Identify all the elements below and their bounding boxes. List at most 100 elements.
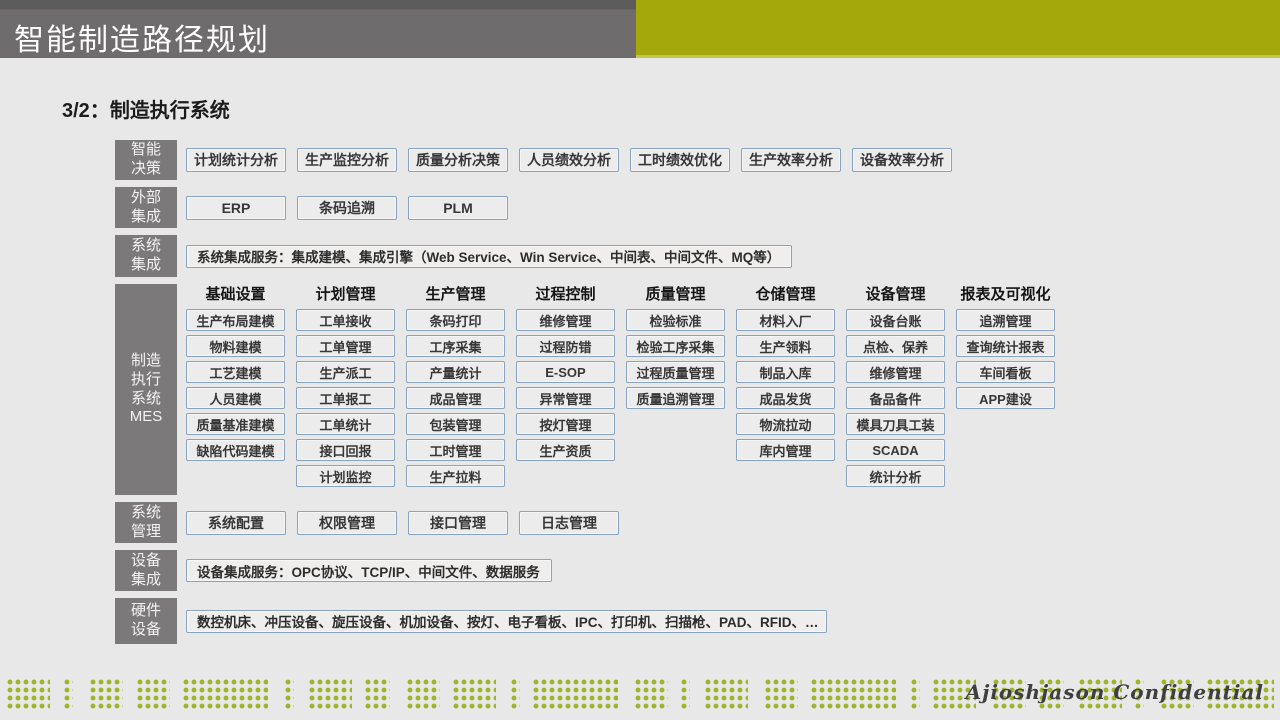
diagram-row-external-integration: 外部 集成 ERP 条码追溯 PLM — [115, 187, 1265, 228]
module-box: 生产领料 — [736, 335, 835, 357]
module-box: 制品入库 — [736, 361, 835, 383]
module-box: 缺陷代码建模 — [186, 439, 285, 461]
dot-cluster — [308, 677, 352, 709]
module-box: 条码打印 — [406, 309, 505, 331]
service-bar-hardware: 数控机床、冲压设备、旋压设备、机加设备、按灯、电子看板、IPC、打印机、扫描枪、… — [186, 609, 827, 633]
dot-cluster — [680, 677, 690, 709]
dot-cluster — [89, 677, 123, 709]
module-box: 备品备件 — [846, 387, 945, 409]
module-box: 生产资质 — [516, 439, 615, 461]
mes-column: 基础设置 生产布局建模 物料建模 工艺建模 人员建模 质量基准建模 缺陷代码建模 — [186, 286, 285, 465]
service-bar-system-integration: 系统集成服务：集成建模、集成引擎（Web Service、Win Service… — [186, 244, 792, 268]
module-box: 库内管理 — [736, 439, 835, 461]
module-box: 查询统计报表 — [956, 335, 1055, 357]
dot-cluster — [932, 677, 976, 709]
row-label-system-integration: 系统 集成 — [115, 235, 177, 277]
mes-column-header: 过程控制 — [535, 286, 596, 303]
module-box: 工序采集 — [406, 335, 505, 357]
module-box: 工单接收 — [296, 309, 395, 331]
dot-cluster — [992, 677, 1026, 709]
module-box: 按灯管理 — [516, 413, 615, 435]
module-box: 模具刀具工装 — [846, 413, 945, 435]
mes-column-header: 仓储管理 — [755, 286, 816, 303]
mes-column-header: 质量管理 — [645, 286, 706, 303]
dot-cluster — [63, 677, 73, 709]
mes-column: 仓储管理 材料入厂 生产领料 制品入库 成品发货 物流拉动 库内管理 — [736, 286, 835, 465]
row-content-hardware: 数控机床、冲压设备、旋压设备、机加设备、按灯、电子看板、IPC、打印机、扫描枪、… — [186, 598, 1265, 644]
dot-cluster — [452, 677, 496, 709]
module-box: 工单管理 — [296, 335, 395, 357]
row-label-external-integration: 外部 集成 — [115, 187, 177, 228]
module-box: 设备台账 — [846, 309, 945, 331]
row-content-external-integration: ERP 条码追溯 PLM — [186, 187, 1265, 228]
module-box: 物料建模 — [186, 335, 285, 357]
module-box: 工艺建模 — [186, 361, 285, 383]
dot-cluster — [1078, 677, 1122, 709]
service-bar-device-integration: 设备集成服务：OPC协议、TCP/IP、中间文件、数据服务 — [186, 559, 552, 582]
row-label-hardware: 硬件 设备 — [115, 598, 177, 644]
module-box: 生产监控分析 — [297, 148, 397, 172]
dot-cluster — [136, 677, 170, 709]
module-box: 检验工序采集 — [626, 335, 725, 357]
dot-cluster — [704, 677, 748, 709]
module-box: 工时管理 — [406, 439, 505, 461]
module-box: 异常管理 — [516, 387, 615, 409]
module-box: 设备效率分析 — [852, 148, 952, 172]
row-content-device-integration: 设备集成服务：OPC协议、TCP/IP、中间文件、数据服务 — [186, 550, 1265, 591]
module-box: 条码追溯 — [297, 195, 397, 220]
module-box: 接口回报 — [296, 439, 395, 461]
module-box: APP建设 — [956, 387, 1055, 409]
dot-cluster — [284, 677, 294, 709]
module-box: 点检、保养 — [846, 335, 945, 357]
row-content-system-integration: 系统集成服务：集成建模、集成引擎（Web Service、Win Service… — [186, 235, 1265, 277]
mes-column-header: 设备管理 — [865, 286, 926, 303]
module-box: 维修管理 — [846, 361, 945, 383]
watermark-text: Ajioshjason Confidential — [965, 680, 1264, 704]
dot-cluster — [510, 677, 520, 709]
module-box: PLM — [408, 195, 508, 220]
row-content-system-management: 系统配置 权限管理 接口管理 日志管理 — [186, 502, 1265, 543]
diagram-row-system-integration: 系统 集成 系统集成服务：集成建模、集成引擎（Web Service、Win Se… — [115, 235, 1265, 277]
dot-cluster — [6, 677, 50, 709]
mes-column: 生产管理 条码打印 工序采集 产量统计 成品管理 包装管理 工时管理 生产拉料 — [406, 286, 505, 491]
diagram-row-mes: 制造 执行 系统 MES 基础设置 生产布局建模 物料建模 工艺建模 人员建模 质量基准建模… — [115, 284, 1265, 495]
module-box: 成品管理 — [406, 387, 505, 409]
dot-cluster — [182, 677, 268, 709]
module-box: 权限管理 — [297, 510, 397, 535]
diagram-row-hardware: 硬件 设备 数控机床、冲压设备、旋压设备、机加设备、按灯、电子看板、IPC、打印机… — [115, 598, 1265, 644]
diagram-rows: 智能 决策 计划统计分析 生产监控分析 质量分析决策 人员绩效分析 工时绩效优化 生产效率分… — [115, 140, 1265, 651]
header-gray-band: 智能制造路径规划 — [0, 0, 636, 58]
mes-column-header: 报表及可视化 — [960, 286, 1051, 303]
module-box: 统计分析 — [846, 465, 945, 487]
module-box: 包装管理 — [406, 413, 505, 435]
mes-column: 过程控制 维修管理 过程防错 E-SOP 异常管理 按灯管理 生产资质 — [516, 286, 615, 465]
row-label-smart-decision: 智能 决策 — [115, 140, 177, 180]
module-box: 车间看板 — [956, 361, 1055, 383]
dot-cluster — [1160, 677, 1194, 709]
module-box: 质量基准建模 — [186, 413, 285, 435]
row-label-system-management: 系统 管理 — [115, 502, 177, 543]
dot-cluster — [532, 677, 618, 709]
slide-subtitle: 3/2：制造执行系统 — [62, 94, 230, 123]
module-box: 计划统计分析 — [186, 148, 286, 172]
dots-band — [6, 676, 1274, 710]
row-content-mes: 基础设置 生产布局建模 物料建模 工艺建模 人员建模 质量基准建模 缺陷代码建模 计划管理 工单… — [186, 284, 1265, 495]
module-box: 人员建模 — [186, 387, 285, 409]
module-box: 工单统计 — [296, 413, 395, 435]
dot-cluster — [406, 677, 440, 709]
module-box: E-SOP — [516, 361, 615, 383]
row-label-mes: 制造 执行 系统 MES — [115, 284, 177, 495]
module-box: 检验标准 — [626, 309, 725, 331]
row-label-device-integration: 设备 集成 — [115, 550, 177, 591]
mes-column: 质量管理 检验标准 检验工序采集 过程质量管理 质量追溯管理 — [626, 286, 725, 413]
header-accent-band — [636, 0, 1280, 58]
module-box: 物流拉动 — [736, 413, 835, 435]
module-box: 生产效率分析 — [741, 148, 841, 172]
row-content-smart-decision: 计划统计分析 生产监控分析 质量分析决策 人员绩效分析 工时绩效优化 生产效率分析 设备效率… — [186, 140, 1265, 180]
module-box: 计划监控 — [296, 465, 395, 487]
diagram-row-smart-decision: 智能 决策 计划统计分析 生产监控分析 质量分析决策 人员绩效分析 工时绩效优化 生产效率分… — [115, 140, 1265, 180]
module-box: 日志管理 — [519, 510, 619, 535]
mes-column-header: 计划管理 — [315, 286, 376, 303]
dot-cluster — [1206, 677, 1274, 709]
